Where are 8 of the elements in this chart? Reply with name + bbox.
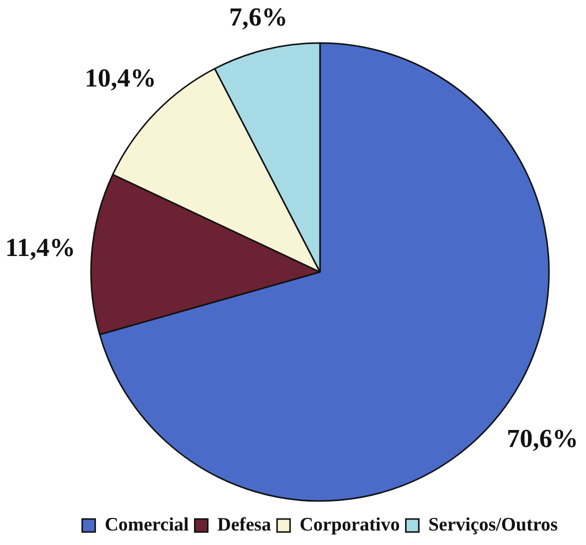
- legend-label: Corporativo: [300, 514, 400, 536]
- data-label: 11,4%: [5, 232, 76, 262]
- data-label: 7,6%: [229, 2, 288, 32]
- legend-label: Comercial: [104, 514, 189, 536]
- legend-label: Defesa: [217, 514, 272, 536]
- legend-label: Serviços/Outros: [428, 514, 558, 536]
- data-label: 10,4%: [84, 64, 156, 93]
- data-label: 70,6%: [506, 424, 578, 453]
